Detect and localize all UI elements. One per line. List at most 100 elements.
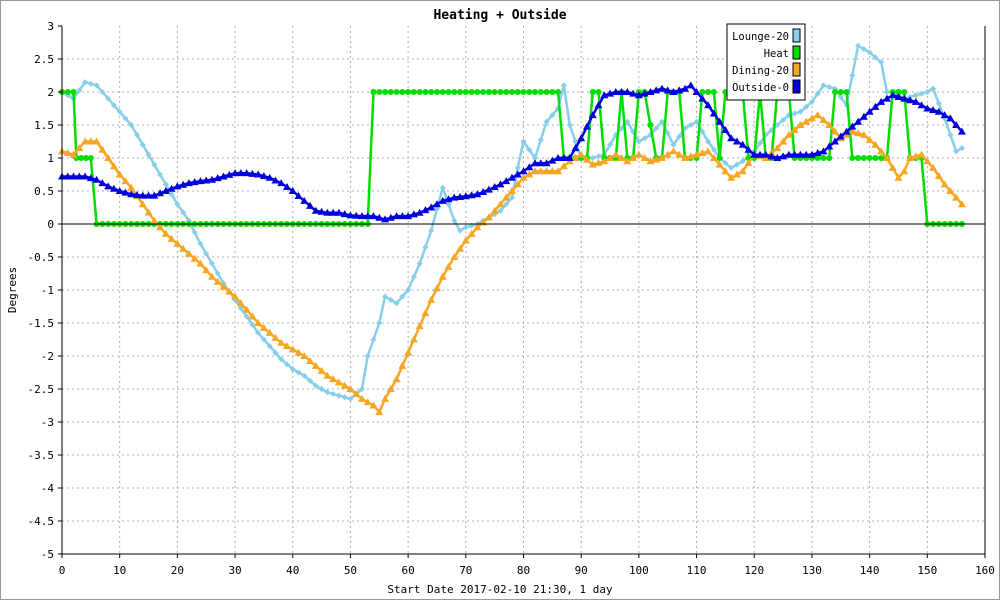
data-point [663,150,672,158]
data-point [640,154,649,161]
data-point [277,338,286,346]
data-point [295,369,302,376]
data-point [491,89,498,95]
data-point [81,172,90,180]
data-point [86,137,95,145]
data-point [473,190,482,198]
data-point [855,155,862,161]
data-point [526,146,533,153]
data-point [161,187,170,194]
data-point [289,366,296,373]
data-point [392,212,401,220]
data-point [525,170,534,178]
data-point [934,107,943,115]
data-point [554,154,563,161]
data-point [277,179,286,187]
data-point [895,89,902,95]
data-point [213,277,222,285]
data-point [917,150,926,158]
x-tick-label: 70 [459,564,472,577]
y-tick-label: -2.5 [28,383,55,396]
data-point [156,189,165,197]
data-point [405,287,412,293]
data-point [259,172,268,180]
data-point [109,184,118,192]
data-point [900,94,909,102]
data-point [693,118,700,125]
data-point [536,167,545,175]
data-point [184,179,193,187]
data-point [860,46,867,53]
data-point [433,206,440,213]
data-point [157,171,164,178]
data-point [236,299,245,307]
data-point [490,183,499,191]
data-point [207,272,216,280]
data-point [456,244,465,252]
data-point [121,188,130,196]
data-point [514,164,521,171]
data-point [930,85,937,92]
data-point [300,196,309,204]
data-point [422,89,429,95]
data-point [416,89,423,95]
data-point [542,159,551,167]
data-point [670,141,677,148]
data-point [940,180,949,188]
data-point [779,137,788,145]
data-point [457,227,464,234]
data-point [468,89,475,95]
data-point [306,356,315,364]
data-point [282,183,291,191]
data-point [307,377,314,384]
data-point [63,172,72,180]
data-point [92,137,101,145]
data-point [803,103,810,110]
data-point [462,89,469,95]
x-tick-label: 150 [917,564,937,577]
data-point [514,89,521,95]
y-tick-label: 3 [47,20,54,33]
data-point [721,125,730,133]
data-point [957,200,966,208]
data-point [364,353,371,359]
data-point [595,153,602,160]
data-point [958,145,965,152]
data-point [196,259,205,267]
data-point [432,284,441,292]
data-point [115,187,124,194]
data-point [410,273,417,280]
data-point [490,206,499,214]
data-point [733,161,740,168]
data-point [664,130,671,137]
data-point [807,114,816,122]
data-point [427,203,436,211]
data-point [888,91,897,99]
data-point [790,150,799,158]
data-point [571,154,580,161]
data-point [767,152,776,160]
data-point [311,361,320,369]
data-point [266,343,273,350]
data-point [756,150,765,158]
data-point [278,356,285,363]
y-tick-label: -4.5 [28,515,55,528]
data-point [421,309,430,317]
data-point [532,155,539,161]
data-point [393,300,400,307]
data-point [843,89,850,95]
data-point [814,155,821,161]
data-point [231,292,240,300]
data-point [461,236,470,244]
data-point [474,89,481,95]
data-point [324,389,331,396]
data-point [311,206,320,214]
data-point [190,178,199,186]
legend-box [726,23,806,101]
data-point [357,212,366,220]
data-point [503,201,510,208]
data-point [744,145,753,153]
data-point [629,89,638,97]
data-point [104,154,113,161]
data-point [318,386,325,392]
